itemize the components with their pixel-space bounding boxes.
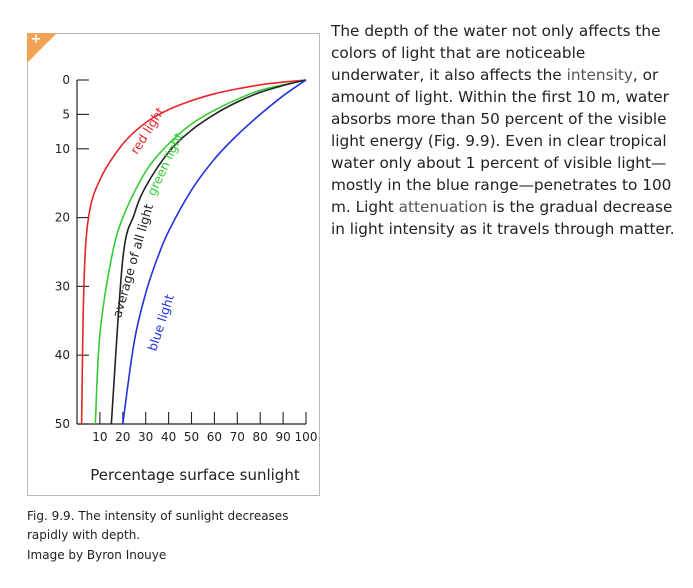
x-tick-label: 100	[295, 430, 318, 444]
figure-frame	[27, 33, 320, 496]
y-tick-label: 0	[62, 73, 70, 87]
y-tick-label: 5	[62, 107, 70, 121]
keyword-intensity: intensity	[566, 66, 633, 84]
series-label-1: red light	[127, 104, 167, 156]
series-line-1	[80, 79, 307, 425]
y-tick-label: 20	[55, 211, 70, 225]
y-tick-label: 10	[55, 142, 70, 156]
y-tick-label: 30	[55, 279, 70, 293]
x-tick-label: 30	[138, 430, 153, 444]
series-line-4	[122, 79, 307, 425]
x-tick-label: 70	[230, 430, 245, 444]
body-text-3: is the gradual decrease in light intensi…	[331, 198, 675, 238]
x-tick-label: 90	[275, 430, 290, 444]
series-label-4: blue light	[145, 292, 177, 353]
figure-caption: Fig. 9.9. The intensity of sunlight decr…	[27, 509, 289, 542]
image-credit: Image by Byron Inouye	[27, 548, 167, 562]
chart-curves	[80, 79, 307, 425]
x-tick-label: 60	[207, 430, 222, 444]
body-text-1: The depth of the water not only affects …	[331, 22, 661, 84]
expand-figure-tab[interactable]	[27, 33, 57, 63]
body-paragraph: The depth of the water not only affects …	[331, 20, 676, 240]
body-text-2: , or amount of light. Within the first 1…	[331, 66, 672, 216]
y-tick-label: 40	[55, 348, 70, 362]
series-line-3	[110, 79, 307, 425]
x-tick-label: 40	[161, 430, 176, 444]
x-tick-label: 80	[253, 430, 268, 444]
x-axis-title: Percentage surface sunlight	[90, 466, 300, 484]
y-tick-label: 50	[55, 417, 70, 431]
keyword-attenuation: attenuation	[398, 198, 488, 216]
plus-icon[interactable]: +	[30, 32, 42, 47]
x-tick-label: 50	[184, 430, 199, 444]
x-tick-label: 10	[92, 430, 107, 444]
series-line-2	[94, 79, 307, 425]
chart-axes: 0 5 10 20 30 40 50 10 20 30 40 50 60 70 80 90 100 Percent…	[55, 73, 318, 484]
x-tick-label: 20	[115, 430, 130, 444]
